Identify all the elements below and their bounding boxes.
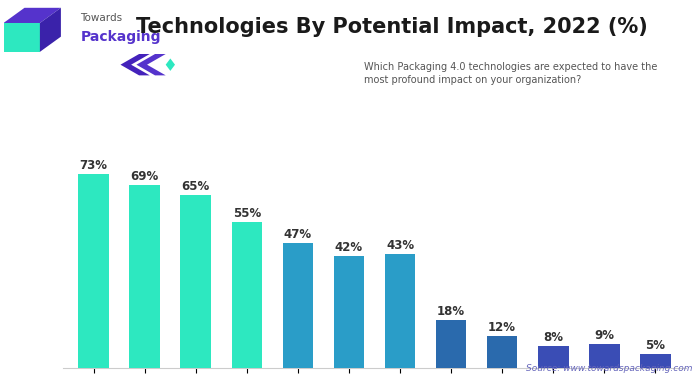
Text: Towards: Towards <box>80 13 122 23</box>
Text: 42%: 42% <box>335 241 363 254</box>
Text: 8%: 8% <box>543 331 564 344</box>
Text: 69%: 69% <box>131 170 159 183</box>
Text: Packaging: Packaging <box>80 30 161 44</box>
Text: 65%: 65% <box>181 180 210 194</box>
Text: 18%: 18% <box>437 305 466 318</box>
Polygon shape <box>120 54 150 75</box>
Polygon shape <box>40 8 61 52</box>
Bar <box>486 336 517 368</box>
Bar <box>78 174 109 368</box>
Text: 9%: 9% <box>594 328 615 342</box>
Bar <box>232 222 262 368</box>
Bar <box>589 344 620 368</box>
Bar <box>283 243 313 368</box>
Text: 73%: 73% <box>80 159 108 172</box>
Text: 55%: 55% <box>232 207 261 220</box>
Text: Source: www.towardspackaging.com: Source: www.towardspackaging.com <box>526 364 693 373</box>
Polygon shape <box>4 8 61 23</box>
Polygon shape <box>166 58 175 71</box>
Text: 47%: 47% <box>284 228 312 241</box>
Text: 5%: 5% <box>645 339 666 352</box>
Bar <box>334 256 364 368</box>
Bar <box>130 185 160 368</box>
Text: 43%: 43% <box>386 238 414 252</box>
Text: Technologies By Potential Impact, 2022 (%): Technologies By Potential Impact, 2022 (… <box>136 17 648 37</box>
Polygon shape <box>4 23 40 52</box>
Text: 12%: 12% <box>488 321 516 334</box>
Bar <box>181 195 211 368</box>
Text: Which Packaging 4.0 technologies are expected to have the
most profound impact o: Which Packaging 4.0 technologies are exp… <box>364 62 657 85</box>
Bar <box>640 354 671 368</box>
Bar <box>538 346 568 368</box>
Bar <box>436 320 466 368</box>
Bar <box>385 254 415 368</box>
Polygon shape <box>136 54 166 75</box>
